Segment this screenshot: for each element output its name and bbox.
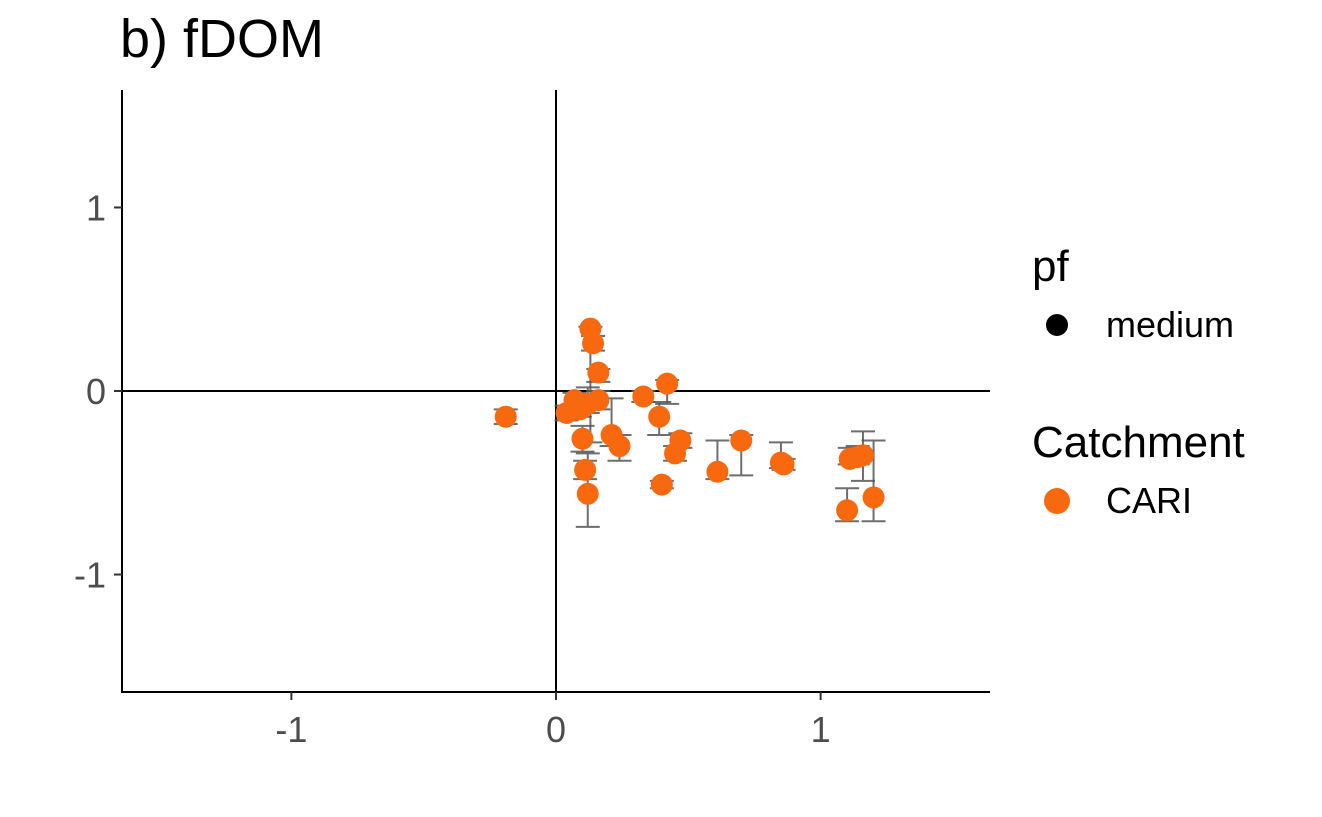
data-point (571, 427, 594, 450)
reference-lines (122, 90, 990, 692)
tick-labels: -1 0 1 1 0 -1 (74, 187, 831, 750)
data-points (494, 317, 885, 522)
data-point (608, 435, 631, 458)
data-point (730, 429, 753, 452)
legend-catchment-key-cari (1044, 488, 1070, 514)
data-point (836, 499, 859, 522)
data-point (576, 482, 599, 505)
x-tick-label: 0 (546, 709, 566, 750)
legend-catchment-label-cari: CARI (1106, 480, 1193, 521)
legend-catchment-item-cari: CARI (1032, 480, 1245, 522)
axes (114, 90, 990, 700)
y-tick-label: 0 (86, 371, 106, 412)
x-tick-label: 1 (811, 709, 831, 750)
data-point (582, 332, 605, 355)
chart-title: b) fDOM (120, 9, 325, 69)
data-point (574, 458, 597, 481)
legend-pf-key-medium (1046, 314, 1068, 336)
legend-pf-title: pf (1032, 242, 1069, 291)
data-point (650, 473, 673, 496)
data-point (669, 429, 692, 452)
data-point (494, 405, 517, 428)
error-bars (493, 325, 886, 528)
data-point (851, 444, 874, 467)
x-tick-label: -1 (275, 709, 307, 750)
legend-catchment-title: Catchment (1032, 418, 1245, 467)
data-point (632, 385, 655, 408)
data-point (772, 453, 795, 476)
data-point (656, 372, 679, 395)
y-tick-label: -1 (74, 555, 106, 596)
y-tick-label: 1 (86, 187, 106, 228)
data-point (587, 361, 610, 384)
data-point (706, 460, 729, 483)
legend-pf-item-medium: medium (1032, 304, 1234, 346)
legend-catchment: Catchment CARI (1032, 418, 1245, 522)
legend-pf-label-medium: medium (1106, 304, 1235, 345)
data-point (587, 389, 610, 412)
data-point (862, 486, 885, 509)
data-point (648, 405, 671, 428)
legend-pf: pf medium (1032, 242, 1234, 346)
